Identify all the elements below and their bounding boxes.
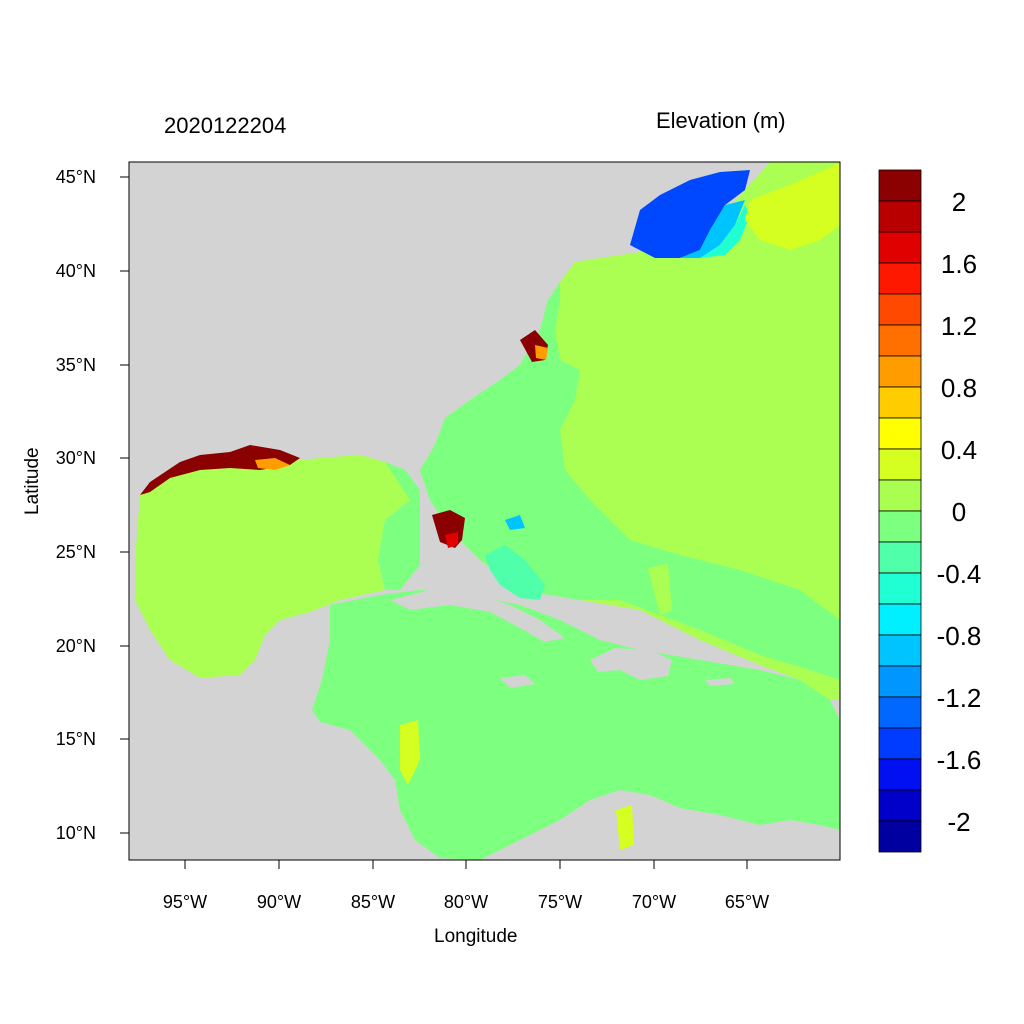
lat-tick-40: 40°N: [55, 261, 96, 281]
nicaragua-coast-positive: [400, 720, 420, 785]
colorbar-label: -2: [947, 807, 971, 837]
lon-tick-70: 70°W: [631, 892, 677, 912]
gulf-coast-orange-patch: [255, 458, 290, 470]
gulf-of-venezuela-positive: [616, 805, 634, 850]
colorbar-swatch: [878, 479, 922, 512]
lon-tick-90: 90°W: [256, 892, 302, 912]
caribbean-sea: [312, 590, 840, 860]
colorbar-label: 0: [951, 497, 967, 527]
colorbar-swatch: [878, 231, 922, 264]
colorbar-swatch: [878, 789, 922, 822]
florida-surge-core: [445, 532, 458, 548]
colorbar-swatch: [878, 417, 922, 450]
lon-tick-65: 65°W: [724, 892, 770, 912]
gulf-of-maine-negative-surge: [630, 170, 750, 258]
colorbar-swatch: [878, 541, 922, 574]
lon-tick-marks: [184, 860, 748, 869]
lat-tick-marks: [120, 176, 129, 834]
colorbar-label: -0.4: [936, 559, 982, 589]
eastern-gulf-waters: [378, 462, 420, 590]
colorbar-swatch: [878, 169, 922, 202]
gulf-coast-surge-fringe: [140, 445, 300, 495]
lon-tick-85: 85°W: [350, 892, 396, 912]
colorbar-swatch: [878, 820, 922, 853]
colorbar-swatch: [878, 262, 922, 295]
hispaniola: [590, 648, 672, 680]
map-layers: [129, 162, 840, 860]
colorbar-label: 0.8: [940, 373, 978, 403]
colorbar-swatch: [878, 510, 922, 543]
colorbar: [878, 169, 922, 853]
colorbar-swatch: [878, 355, 922, 388]
bahamas-negative-patch: [505, 515, 525, 530]
negative-surge-fringe: [700, 205, 750, 258]
mid-atlantic-patch: [648, 564, 672, 615]
colorbar-swatch: [878, 386, 922, 419]
colorbar-label: 1.2: [940, 311, 978, 341]
lon-tick-75: 75°W: [537, 892, 583, 912]
colorbar-swatch: [878, 665, 922, 698]
colorbar-label: 1.6: [940, 249, 978, 279]
x-axis-title: Longitude: [434, 926, 518, 947]
colorbar-label: -1.6: [936, 745, 982, 775]
lat-tick-10: 10°N: [55, 823, 96, 843]
lat-tick-45: 45°N: [55, 167, 96, 187]
pamlico-orange-patch: [535, 345, 548, 360]
puerto-rico: [705, 678, 735, 686]
bahamas-banks: [485, 545, 545, 600]
plot-title: Elevation (m): [656, 108, 786, 133]
colorbar-label: 0.4: [940, 435, 978, 465]
run-timestamp: 2020122204: [164, 113, 287, 138]
gulf-of-mexico: [135, 455, 410, 678]
colorbar-swatch: [878, 448, 922, 481]
lat-tick-35: 35°N: [55, 355, 96, 375]
lon-tick-95: 95°W: [162, 892, 208, 912]
lat-tick-20: 20°N: [55, 636, 96, 656]
colorbar-label: 2: [951, 187, 967, 217]
colorbar-label: -0.8: [936, 621, 982, 651]
negative-surge-edge: [680, 200, 745, 258]
colorbar-swatch: [878, 200, 922, 233]
lat-tick-25: 25°N: [55, 542, 96, 562]
colorbar-swatch: [878, 634, 922, 667]
jamaica: [500, 675, 535, 688]
colorbar-label: -1.2: [936, 683, 982, 713]
colorbar-swatch: [878, 758, 922, 791]
scotian-shelf-positive: [745, 162, 840, 250]
lon-tick-80: 80°W: [443, 892, 489, 912]
plot-frame: [128, 161, 841, 861]
cuba: [390, 590, 565, 642]
lat-tick-15: 15°N: [55, 729, 96, 749]
lat-tick-30: 30°N: [55, 448, 96, 468]
